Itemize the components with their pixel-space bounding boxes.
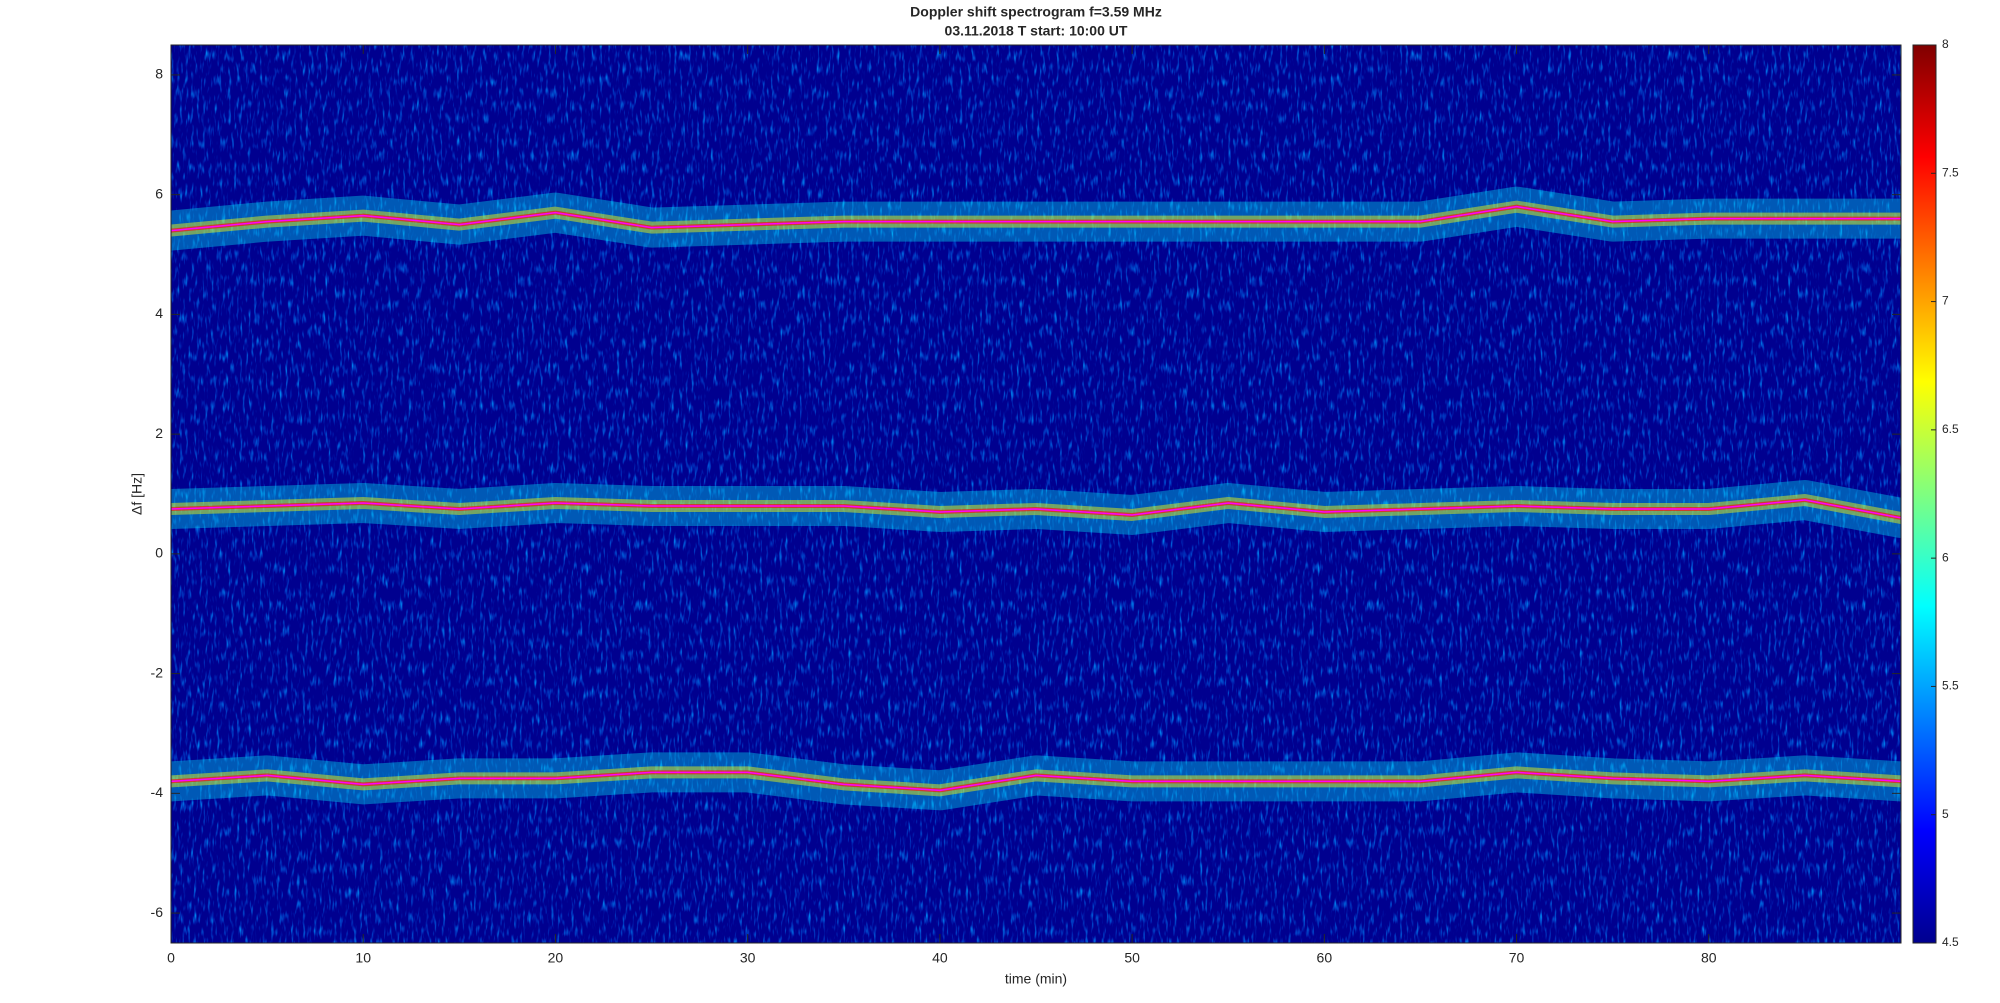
x-tick-label: 60 bbox=[1317, 950, 1333, 966]
x-tick-label: 30 bbox=[740, 950, 756, 966]
colorbar-tick-label: 7.5 bbox=[1942, 165, 1959, 179]
colorbar-tick-label: 7 bbox=[1942, 294, 1949, 308]
y-tick-label: 4 bbox=[155, 305, 163, 321]
y-tick-label: 6 bbox=[155, 185, 163, 201]
x-tick-label: 40 bbox=[932, 950, 948, 966]
x-axis-label: time (min) bbox=[1005, 971, 1067, 987]
x-tick-label: 50 bbox=[1124, 950, 1140, 966]
chart-subtitle: 03.11.2018 T start: 10:00 UT bbox=[945, 23, 1128, 39]
colorbar-tick-label: 6 bbox=[1942, 550, 1949, 564]
x-tick-label: 80 bbox=[1701, 950, 1717, 966]
y-tick-label: 0 bbox=[155, 545, 163, 561]
chart-title: Doppler shift spectrogram f=3.59 MHz bbox=[910, 4, 1162, 20]
colorbar bbox=[1912, 44, 1937, 944]
colorbar-tick-label: 8 bbox=[1942, 37, 1949, 51]
y-tick-label: -6 bbox=[151, 904, 164, 920]
noise-texture bbox=[171, 45, 1901, 943]
colorbar-tick-label: 5.5 bbox=[1942, 679, 1959, 693]
y-tick-label: -4 bbox=[151, 784, 164, 800]
y-tick-label: 2 bbox=[155, 425, 163, 441]
plot-area bbox=[171, 186, 1901, 811]
colorbar-tick-label: 4.5 bbox=[1942, 935, 1959, 949]
y-tick-label: -2 bbox=[151, 664, 164, 680]
y-tick-label: 8 bbox=[155, 66, 163, 82]
colorbar-tick-label: 5 bbox=[1942, 807, 1949, 821]
trace-line bbox=[171, 205, 1901, 232]
colorbar-tick-label: 6.5 bbox=[1942, 422, 1959, 436]
axes-box bbox=[170, 44, 1902, 944]
trace-line bbox=[171, 499, 1901, 519]
trace-line bbox=[171, 771, 1901, 792]
x-tick-label: 10 bbox=[355, 950, 371, 966]
y-axis-label: Δf [Hz] bbox=[129, 473, 145, 515]
x-tick-label: 0 bbox=[167, 950, 175, 966]
x-tick-label: 70 bbox=[1509, 950, 1525, 966]
x-tick-label: 20 bbox=[548, 950, 564, 966]
